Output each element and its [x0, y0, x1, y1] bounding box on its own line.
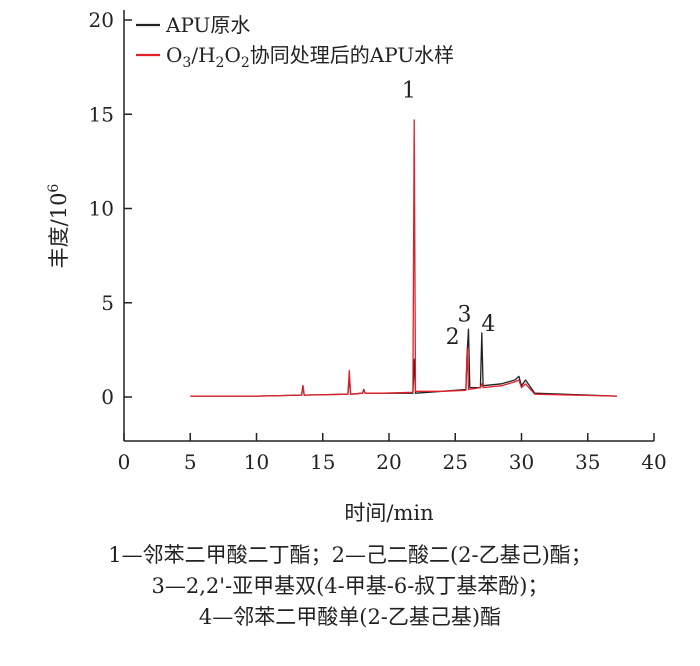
x-ticks: 0 5 10 15 20 25 30 35 40 [118, 433, 667, 474]
x-tick-label: 20 [376, 450, 401, 474]
axes [123, 10, 654, 442]
legend-label-apu-raw: APU原水 [165, 13, 250, 37]
y-tick-label: 10 [89, 197, 114, 221]
peak-label-4: 4 [481, 312, 495, 337]
series-layer [190, 119, 617, 397]
caption-line-2: 3—2,2'-亚甲基双(4-甲基-6-叔丁基苯酚)； [151, 574, 549, 598]
caption-line-1: 1—邻苯二甲酸二丁酯；2—己二酸二(2-乙基己)酯； [108, 543, 592, 567]
x-tick-label: 5 [184, 450, 197, 474]
legend-label-treated: O3/H2O2协同处理后的APU水样 [166, 43, 454, 71]
y-tick-label: 15 [89, 102, 114, 126]
y-tick-label: 20 [89, 8, 114, 32]
x-tick-label: 30 [509, 450, 534, 474]
x-tick-label: 40 [641, 450, 666, 474]
x-tick-label: 15 [310, 450, 335, 474]
peak-label-3: 3 [458, 303, 472, 328]
y-axis-title: 丰度/106 [46, 184, 71, 269]
chromatogram-chart: 0 5 10 15 20 0 5 10 15 20 25 30 35 40 1 23 4 APU原水 O3/… [46, 8, 667, 525]
series-line-0 [190, 328, 617, 397]
y-ticks: 0 5 10 15 20 [89, 8, 132, 409]
peak-label-2: 2 [446, 325, 460, 350]
x-tick-label: 0 [118, 450, 131, 474]
series-line-1 [190, 119, 617, 397]
x-axis-title: 时间/min [344, 501, 433, 525]
legend: APU原水 O3/H2O2协同处理后的APU水样 [136, 13, 454, 71]
caption-line-3: 4—邻苯二甲酸单(2-乙基己基)酯 [198, 605, 502, 629]
peak-labels: 1 23 4 [402, 78, 496, 350]
figure-caption: 1—邻苯二甲酸二丁酯；2—己二酸二(2-乙基己)酯； 3—2,2'-亚甲基双(4… [0, 540, 700, 633]
x-tick-label: 35 [575, 450, 600, 474]
x-tick-label: 25 [443, 450, 468, 474]
y-tick-label: 0 [101, 385, 114, 409]
peak-label-1: 1 [402, 78, 416, 103]
x-tick-label: 10 [244, 450, 269, 474]
y-tick-label: 5 [101, 291, 114, 315]
